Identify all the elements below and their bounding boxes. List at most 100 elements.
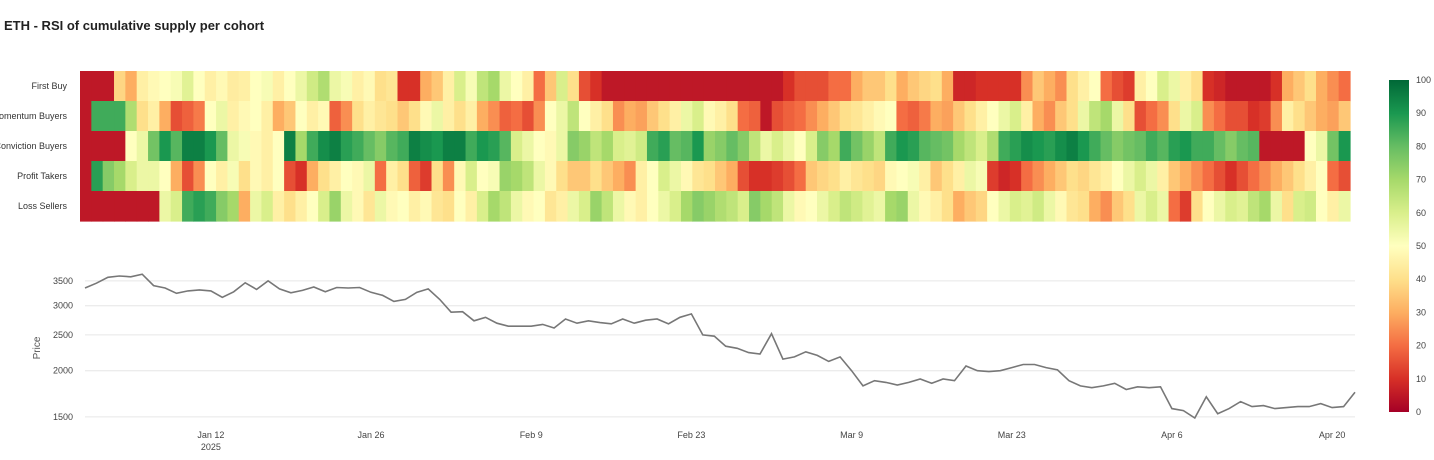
heatmap-cell bbox=[250, 131, 263, 162]
heatmap-row-label: Loss Sellers bbox=[18, 201, 68, 211]
heatmap-cell bbox=[953, 71, 966, 102]
heatmap-cell bbox=[91, 71, 104, 102]
heatmap-cell bbox=[216, 101, 229, 132]
heatmap-cell bbox=[1179, 131, 1192, 162]
heatmap-cell bbox=[1043, 131, 1056, 162]
heatmap-cell bbox=[114, 131, 126, 162]
heatmap-cell bbox=[182, 191, 194, 222]
heatmap-cell bbox=[318, 101, 331, 132]
heatmap-cell bbox=[1009, 71, 1022, 102]
heatmap-cell bbox=[114, 101, 126, 132]
heatmap-cell bbox=[1032, 131, 1045, 162]
heatmap-cell bbox=[272, 101, 285, 132]
heatmap-cell bbox=[669, 101, 682, 132]
heatmap-cell bbox=[953, 161, 966, 192]
heatmap-cell bbox=[408, 191, 421, 222]
heatmap-cell bbox=[397, 71, 410, 102]
heatmap-cell bbox=[510, 101, 523, 132]
heatmap-cell bbox=[612, 161, 625, 192]
heatmap-cell bbox=[715, 161, 727, 192]
heatmap-cell bbox=[737, 101, 750, 132]
heatmap-cell bbox=[1032, 101, 1045, 132]
heatmap-cell bbox=[488, 191, 501, 222]
heatmap-cell bbox=[510, 131, 523, 162]
heatmap-cell bbox=[1066, 71, 1079, 102]
heatmap-cell bbox=[749, 131, 761, 162]
heatmap-cell bbox=[1259, 131, 1272, 162]
heatmap-cell bbox=[148, 161, 160, 192]
colorbar-tick-label: 40 bbox=[1416, 274, 1426, 284]
heatmap-cell bbox=[612, 71, 625, 102]
heatmap-cell bbox=[454, 131, 467, 162]
heatmap-cell bbox=[193, 191, 206, 222]
heatmap-cell bbox=[1055, 161, 1068, 192]
heatmap-cell bbox=[975, 131, 988, 162]
heatmap-cell bbox=[907, 161, 920, 192]
price-x-tick-label: Feb 23 bbox=[677, 430, 705, 440]
heatmap-cell bbox=[737, 191, 750, 222]
heatmap-cell bbox=[431, 71, 444, 102]
price-x-tick-label: Mar 9 bbox=[840, 430, 863, 440]
heatmap-cell bbox=[250, 191, 263, 222]
heatmap-cell bbox=[975, 161, 988, 192]
heatmap-cell bbox=[1089, 71, 1102, 102]
heatmap-cell bbox=[692, 161, 705, 192]
heatmap-cell bbox=[578, 191, 591, 222]
heatmap-cell bbox=[703, 71, 716, 102]
heatmap-cell bbox=[261, 191, 274, 222]
heatmap-cell bbox=[204, 71, 217, 102]
price-x-tick-label: Jan 26 bbox=[357, 430, 384, 440]
heatmap-cell bbox=[1134, 161, 1147, 192]
price-x-ticks: Jan 12 2025 Jan 26 Feb 9 Feb 23 Mar 9 Mar 23 Ap… bbox=[197, 430, 1345, 452]
heatmap-cell bbox=[102, 71, 115, 102]
heatmap-cell bbox=[374, 71, 387, 102]
heatmap-cell bbox=[148, 101, 160, 132]
heatmap-cell bbox=[919, 101, 932, 132]
heatmap-cell bbox=[930, 161, 943, 192]
heatmap-cell bbox=[851, 131, 864, 162]
colorbar-gradient bbox=[1389, 80, 1409, 412]
heatmap-cell bbox=[238, 191, 251, 222]
heatmap-cell bbox=[1191, 131, 1204, 162]
heatmap-cell bbox=[1247, 101, 1260, 132]
heatmap-row-labels: First Buy Momentum Buyers Conviction Buyer… bbox=[0, 81, 67, 211]
heatmap-cell bbox=[1111, 161, 1124, 192]
heatmap-cell bbox=[216, 161, 229, 192]
heatmap-cell bbox=[1179, 161, 1192, 192]
heatmap-cell bbox=[953, 101, 966, 132]
heatmap-cell bbox=[454, 101, 467, 132]
heatmap-cell bbox=[261, 161, 274, 192]
heatmap-cell bbox=[238, 71, 251, 102]
heatmap-cell bbox=[941, 191, 954, 222]
heatmap-cell bbox=[1281, 71, 1294, 102]
heatmap-cell bbox=[363, 71, 376, 102]
heatmap-cell bbox=[930, 71, 943, 102]
heatmap-row-label: Momentum Buyers bbox=[0, 111, 67, 121]
heatmap-cell bbox=[646, 71, 659, 102]
heatmap-cell bbox=[794, 131, 807, 162]
heatmap-cell bbox=[1191, 71, 1204, 102]
heatmap-cell bbox=[601, 101, 614, 132]
heatmap-cell bbox=[1202, 161, 1215, 192]
heatmap-cell bbox=[635, 131, 648, 162]
heatmap-cell bbox=[1077, 161, 1090, 192]
heatmap-cell bbox=[1032, 71, 1045, 102]
heatmap-cell bbox=[771, 131, 784, 162]
heatmap-cell bbox=[250, 71, 263, 102]
heatmap-cell bbox=[386, 101, 399, 132]
heatmap-cell bbox=[964, 161, 977, 192]
heatmap-cell bbox=[80, 161, 92, 192]
heatmap-cell bbox=[1055, 131, 1068, 162]
heatmap-cell bbox=[919, 161, 932, 192]
heatmap-cell bbox=[80, 191, 92, 222]
heatmap-cell bbox=[896, 191, 909, 222]
heatmap-cell bbox=[624, 161, 637, 192]
heatmap-cell bbox=[669, 131, 682, 162]
heatmap-cell bbox=[646, 101, 659, 132]
heatmap-cell bbox=[363, 131, 376, 162]
heatmap-cell bbox=[329, 191, 342, 222]
price-y-tick-label: 2000 bbox=[53, 366, 73, 376]
heatmap-cell bbox=[544, 101, 557, 132]
heatmap-cell bbox=[91, 131, 104, 162]
heatmap-cell bbox=[737, 161, 750, 192]
